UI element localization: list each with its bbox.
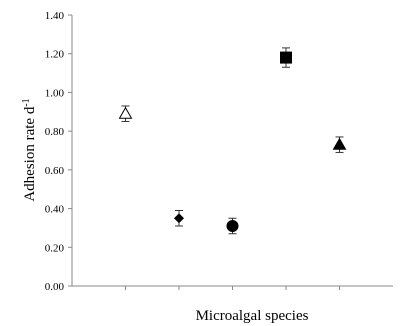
x-ticks (125, 286, 340, 290)
y-ticks: 0.00 0.20 0.40 0.60 0.80 1.00 1.20 1.40 (45, 10, 72, 293)
data-point-square (280, 51, 292, 64)
x-axis-label: Microalgal species (196, 308, 309, 324)
y-axis-label-text: Adhesion rate d (22, 106, 38, 201)
y-tick-label: 0.20 (45, 242, 65, 254)
y-tick-label: 0.60 (45, 165, 65, 177)
data-markers (118, 51, 347, 232)
data-point-diamond (174, 213, 184, 224)
data-point-open-triangle (118, 106, 133, 119)
y-tick-label: 1.20 (45, 49, 65, 61)
y-tick-label: 1.00 (45, 87, 65, 99)
y-axis-label: Adhesion rate d-1 (21, 98, 38, 201)
y-tick-label: 1.40 (45, 10, 65, 22)
error-bars (121, 47, 344, 235)
y-tick-label: 0.00 (45, 281, 65, 293)
y-axis-label-superscript: -1 (21, 98, 32, 106)
y-tick-label: 0.40 (45, 204, 65, 216)
data-point-triangle (332, 137, 347, 150)
y-tick-label: 0.80 (45, 126, 65, 138)
data-point-circle (226, 219, 239, 232)
axes (71, 15, 393, 287)
